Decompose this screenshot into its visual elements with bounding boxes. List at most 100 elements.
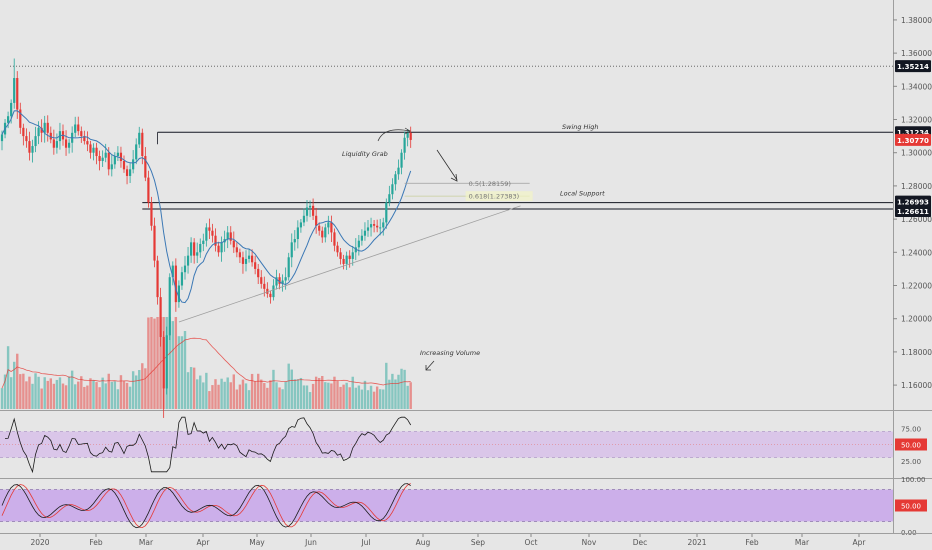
time-tick-label: Aug: [416, 538, 431, 547]
volume-bar: [49, 378, 52, 409]
volume-bar: [80, 376, 83, 409]
candle-body: [28, 141, 31, 153]
volume-bar: [232, 374, 235, 409]
volume-bar: [244, 383, 248, 409]
volume-bar: [229, 382, 232, 409]
increasing-volume-label: Increasing Volume: [420, 349, 480, 357]
candle-body: [144, 156, 147, 178]
volume-bar: [28, 376, 31, 409]
volume-bar: [281, 389, 284, 409]
candle-body: [315, 215, 318, 226]
candle-body: [49, 132, 52, 140]
volume-bar: [299, 377, 303, 409]
candle-body: [287, 257, 290, 278]
price-tag-label: 1.31234: [897, 129, 929, 137]
time-tick-label: Jun: [304, 538, 317, 547]
candle-body: [180, 272, 184, 286]
time-tick-label: Dec: [633, 538, 648, 547]
volume-bar: [360, 389, 364, 409]
volume-bar: [257, 373, 260, 409]
volume-bar: [202, 382, 205, 409]
candle-body: [104, 152, 107, 158]
candle-body: [52, 139, 55, 148]
volume-bar: [34, 373, 37, 409]
candle-body: [46, 122, 49, 133]
candle-body: [388, 194, 391, 203]
candle-body: [74, 124, 77, 133]
candle-body: [308, 205, 312, 208]
time-tick-label: Apr: [197, 538, 211, 547]
candle-body: [77, 124, 80, 132]
volume-bar: [153, 318, 156, 409]
horizontal-levels[interactable]: [142, 131, 893, 210]
candle-body: [369, 224, 373, 228]
volume-bar: [46, 380, 49, 409]
price-tick-label: 1.30000: [901, 149, 932, 158]
candle-body: [251, 255, 254, 263]
candle-body: [193, 242, 196, 256]
volume-bar: [284, 381, 287, 409]
candle-body: [275, 277, 278, 286]
candle-body: [345, 255, 348, 264]
volume-bar: [189, 367, 193, 409]
time-tick-label: Feb: [745, 538, 759, 547]
volume-bar: [330, 383, 333, 409]
volume-bar: [223, 381, 226, 409]
annotations[interactable]: Swing High Local Support Liquidity Grab Inc…: [342, 123, 605, 371]
volume-bar: [214, 379, 217, 409]
candle-body: [351, 252, 354, 259]
candle-body: [305, 207, 309, 216]
candle-body: [281, 280, 284, 284]
price-tag-label: 1.26611: [897, 208, 929, 216]
rsi-value-tag: 50.00: [895, 438, 927, 451]
volume-bar: [287, 363, 290, 409]
candle-body: [363, 230, 367, 236]
candle-body: [263, 283, 266, 289]
candle-body: [382, 222, 385, 228]
volume-bar: [135, 375, 138, 409]
stoch-band: [0, 489, 893, 522]
volume-bar: [403, 369, 406, 409]
candle-body: [360, 235, 363, 241]
volume-bar: [241, 379, 245, 409]
volume-bar: [31, 383, 34, 409]
volume-bar: [183, 331, 187, 409]
volume-bar: [52, 383, 56, 409]
projection-arrowhead: [450, 173, 458, 182]
stoch-tick-label: 100.00: [901, 476, 926, 484]
volume-bar: [263, 383, 266, 409]
candle-body: [199, 244, 202, 253]
candle-body: [226, 232, 229, 240]
candle-body: [37, 127, 40, 137]
candle-body: [147, 177, 150, 203]
fib-highlight: [465, 191, 533, 202]
candle-body: [190, 242, 193, 256]
volume-bar: [83, 386, 86, 409]
candle-body: [183, 265, 187, 273]
volume-bar: [324, 382, 327, 409]
candle-body: [235, 247, 238, 253]
volume-bar: [226, 377, 229, 409]
volume-bar: [391, 373, 394, 409]
candle-body: [138, 132, 141, 145]
candle-body: [409, 132, 412, 140]
volume-bar: [95, 382, 98, 409]
volume-bar: [342, 384, 345, 409]
candle-body: [40, 127, 43, 133]
volume-bar: [107, 373, 110, 409]
overlays: 0.5(1.28159) 0.618(1.27383): [1, 110, 533, 323]
time-tick-label: Apr: [853, 538, 867, 547]
candle-body: [257, 268, 260, 278]
moving-average-line: [1, 110, 412, 304]
volume-bar: [43, 377, 46, 409]
volume-bar: [400, 368, 403, 409]
volume-bar: [318, 377, 321, 409]
volume-bar: [128, 386, 132, 409]
candle-body: [119, 152, 123, 162]
volume-bar: [70, 370, 74, 409]
volume-bar: [379, 389, 382, 409]
candle-body: [312, 205, 315, 216]
